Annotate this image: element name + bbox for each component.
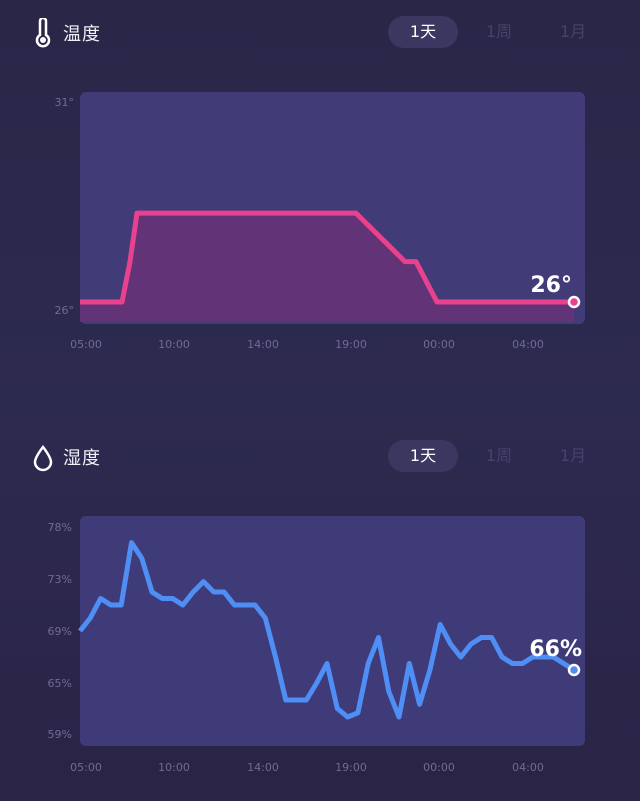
water-drop-icon <box>32 444 54 474</box>
temperature-range-tabs: 1天 1周 1月 <box>388 16 608 52</box>
temperature-x-tick: 05:00 <box>70 338 102 351</box>
temperature-x-tick: 10:00 <box>158 338 190 351</box>
temperature-x-tick: 19:00 <box>335 338 367 351</box>
humidity-section: 湿度 1天 1周 1月 <box>0 440 640 800</box>
temperature-section: 温度 1天 1周 1月 <box>0 16 640 376</box>
temperature-current-value: 26° <box>530 273 572 298</box>
temperature-x-tick: 04:00 <box>512 338 544 351</box>
tab-humidity-1-day[interactable]: 1天 <box>388 440 458 472</box>
thermometer-icon <box>32 16 54 48</box>
humidity-range-tabs: 1天 1周 1月 <box>388 440 608 476</box>
temperature-line <box>80 210 574 305</box>
humidity-title: 湿度 <box>63 448 101 469</box>
temperature-x-tick: 14:00 <box>247 338 279 351</box>
temperature-area <box>80 213 574 322</box>
tab-temperature-1-week[interactable]: 1周 <box>485 22 513 41</box>
humidity-header: 湿度 1天 1周 1月 <box>0 440 640 480</box>
temperature-chart: 31° 26° 05:00 10:00 14:00 19:00 00:00 04:00 26… <box>55 92 585 351</box>
temperature-header: 温度 1天 1周 1月 <box>0 16 640 56</box>
tab-temperature-1-month[interactable]: 1月 <box>559 22 587 41</box>
tab-humidity-1-month[interactable]: 1月 <box>559 446 587 465</box>
temperature-current-point[interactable] <box>567 295 581 309</box>
temperature-y-tick: 31° <box>55 96 75 109</box>
temperature-title: 温度 <box>63 24 101 45</box>
tab-humidity-1-week[interactable]: 1周 <box>485 446 513 465</box>
tab-temperature-1-day[interactable]: 1天 <box>388 16 458 48</box>
temperature-x-tick: 00:00 <box>423 338 455 351</box>
temperature-y-tick: 26° <box>55 304 75 317</box>
